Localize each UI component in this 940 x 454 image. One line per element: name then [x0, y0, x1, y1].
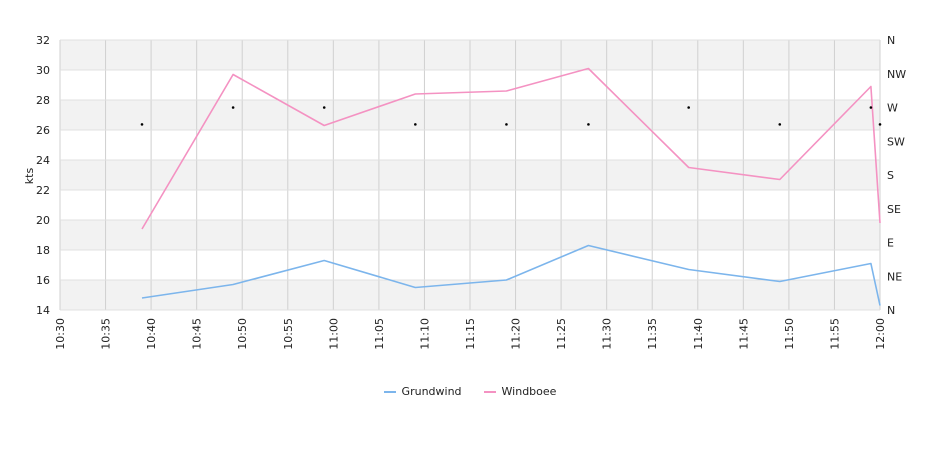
direction-tick-label: S — [887, 169, 894, 182]
legend-swatch-windboee — [483, 390, 496, 393]
y-axis-label: kts — [23, 168, 36, 185]
direction-marker — [140, 123, 144, 126]
x-tick-label: 10:50 — [236, 318, 249, 350]
direction-marker — [869, 106, 873, 109]
y-tick-label: 26 — [36, 124, 50, 137]
direction-marker — [878, 123, 882, 126]
x-tick-label: 11:45 — [737, 318, 750, 350]
y-tick-label: 18 — [36, 244, 50, 257]
direction-marker — [505, 123, 508, 126]
y-tick-label: 16 — [36, 274, 50, 287]
y-tick-label: 22 — [36, 184, 50, 197]
x-tick-label: 10:40 — [145, 318, 158, 350]
legend-label-windboee: Windboee — [501, 385, 557, 398]
direction-tick-label: NW — [887, 68, 906, 81]
legend-item-grundwind[interactable]: Grundwind — [383, 385, 462, 398]
direction-marker — [231, 106, 235, 109]
x-tick-label: 11:25 — [555, 318, 568, 350]
y-tick-label: 14 — [36, 304, 50, 317]
direction-tick-label: N — [887, 34, 895, 47]
y-tick-label: 28 — [36, 94, 50, 107]
y-tick-label: 32 — [36, 34, 50, 47]
direction-marker — [587, 123, 590, 126]
legend-item-windboee[interactable]: Windboee — [483, 385, 557, 398]
direction-tick-label: NE — [887, 270, 902, 283]
x-tick-label: 11:15 — [464, 318, 477, 350]
x-tick-label: 11:20 — [510, 318, 523, 350]
legend-swatch-grundwind — [383, 390, 396, 393]
series-line-windboee[interactable] — [141, 67, 881, 230]
legend: Grundwind Windboee — [0, 385, 940, 398]
y-tick-label: 20 — [36, 214, 50, 227]
x-tick-label: 10:55 — [282, 318, 295, 350]
x-tick-label: 11:10 — [418, 318, 431, 350]
x-tick-label: 11:35 — [646, 318, 659, 350]
direction-marker — [687, 106, 690, 109]
x-tick-label: 10:45 — [191, 318, 204, 350]
x-tick-label: 11:50 — [783, 318, 796, 350]
x-tick-label: 11:05 — [373, 318, 386, 350]
direction-marker — [322, 106, 326, 109]
x-tick-label: 11:00 — [327, 318, 340, 350]
x-tick-label: 12:00 — [874, 318, 887, 350]
series-line-grundwind[interactable] — [141, 244, 881, 306]
direction-marker — [414, 123, 417, 126]
legend-label-grundwind: Grundwind — [401, 385, 462, 398]
direction-marker — [778, 123, 782, 126]
x-tick-label: 11:40 — [692, 318, 705, 350]
x-tick-label: 10:35 — [100, 318, 113, 350]
x-tick-label: 11:30 — [601, 318, 614, 350]
direction-tick-label: SE — [887, 203, 901, 216]
direction-tick-label: SW — [887, 135, 905, 148]
x-tick-label: 10:30 — [54, 318, 67, 350]
direction-tick-label: W — [887, 102, 898, 115]
direction-tick-label: E — [887, 237, 894, 250]
direction-tick-label: N — [887, 304, 895, 317]
y-tick-label: 24 — [36, 154, 50, 167]
x-tick-label: 11:55 — [828, 318, 841, 350]
y-tick-label: 30 — [36, 64, 50, 77]
